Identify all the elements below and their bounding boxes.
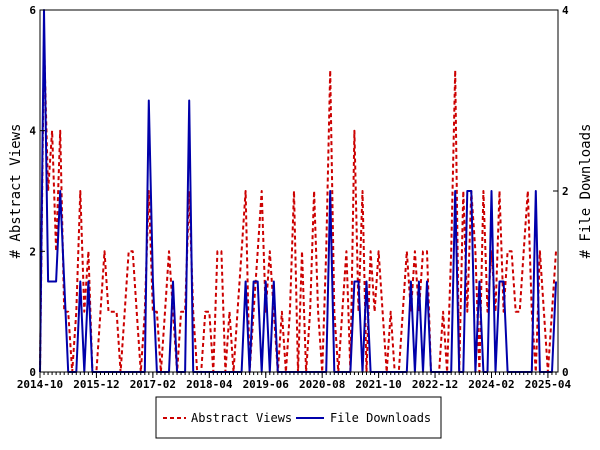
right-y-tick-label: 2	[562, 185, 569, 198]
x-tick-label: 2018-04	[186, 378, 233, 391]
x-tick-label: 2025-04	[525, 378, 572, 391]
x-tick-label: 2021-10	[355, 378, 401, 391]
x-tick-label: 2014-10	[17, 378, 63, 391]
right-y-axis-title: # File Downloads	[578, 124, 594, 259]
left-y-axis: 0 2 4 6	[29, 4, 45, 379]
x-tick-label: 2024-02	[468, 378, 514, 391]
left-y-tick-label: 2	[29, 245, 36, 258]
right-y-axis: 0 2 4	[553, 4, 569, 379]
x-tick-label: 2020-08	[299, 378, 345, 391]
left-y-tick-label: 0	[29, 366, 36, 379]
right-y-tick-label: 0	[562, 366, 569, 379]
x-tick-label: 2017-02	[130, 378, 176, 391]
legend-label-file-downloads: File Downloads	[330, 411, 431, 425]
left-y-tick-label: 4	[29, 125, 36, 138]
x-tick-label: 2022-12	[412, 378, 458, 391]
x-axis: 2014-10 2015-12 2017-02 2018-04 2019-06 2020-…	[17, 372, 572, 391]
plot-area	[39, 9, 559, 373]
x-tick-label: 2019-06	[243, 378, 290, 391]
left-y-axis-title: # Abstract Views	[8, 124, 24, 259]
series-layer	[39, 9, 557, 373]
series-line-file-downloads	[39, 9, 557, 373]
x-tick-label: 2015-12	[73, 378, 119, 391]
legend-label-abstract-views: Abstract Views	[191, 411, 292, 425]
left-y-tick-label: 6	[29, 4, 36, 17]
legend: Abstract Views File Downloads	[155, 396, 442, 439]
right-y-tick-label: 4	[562, 4, 569, 17]
